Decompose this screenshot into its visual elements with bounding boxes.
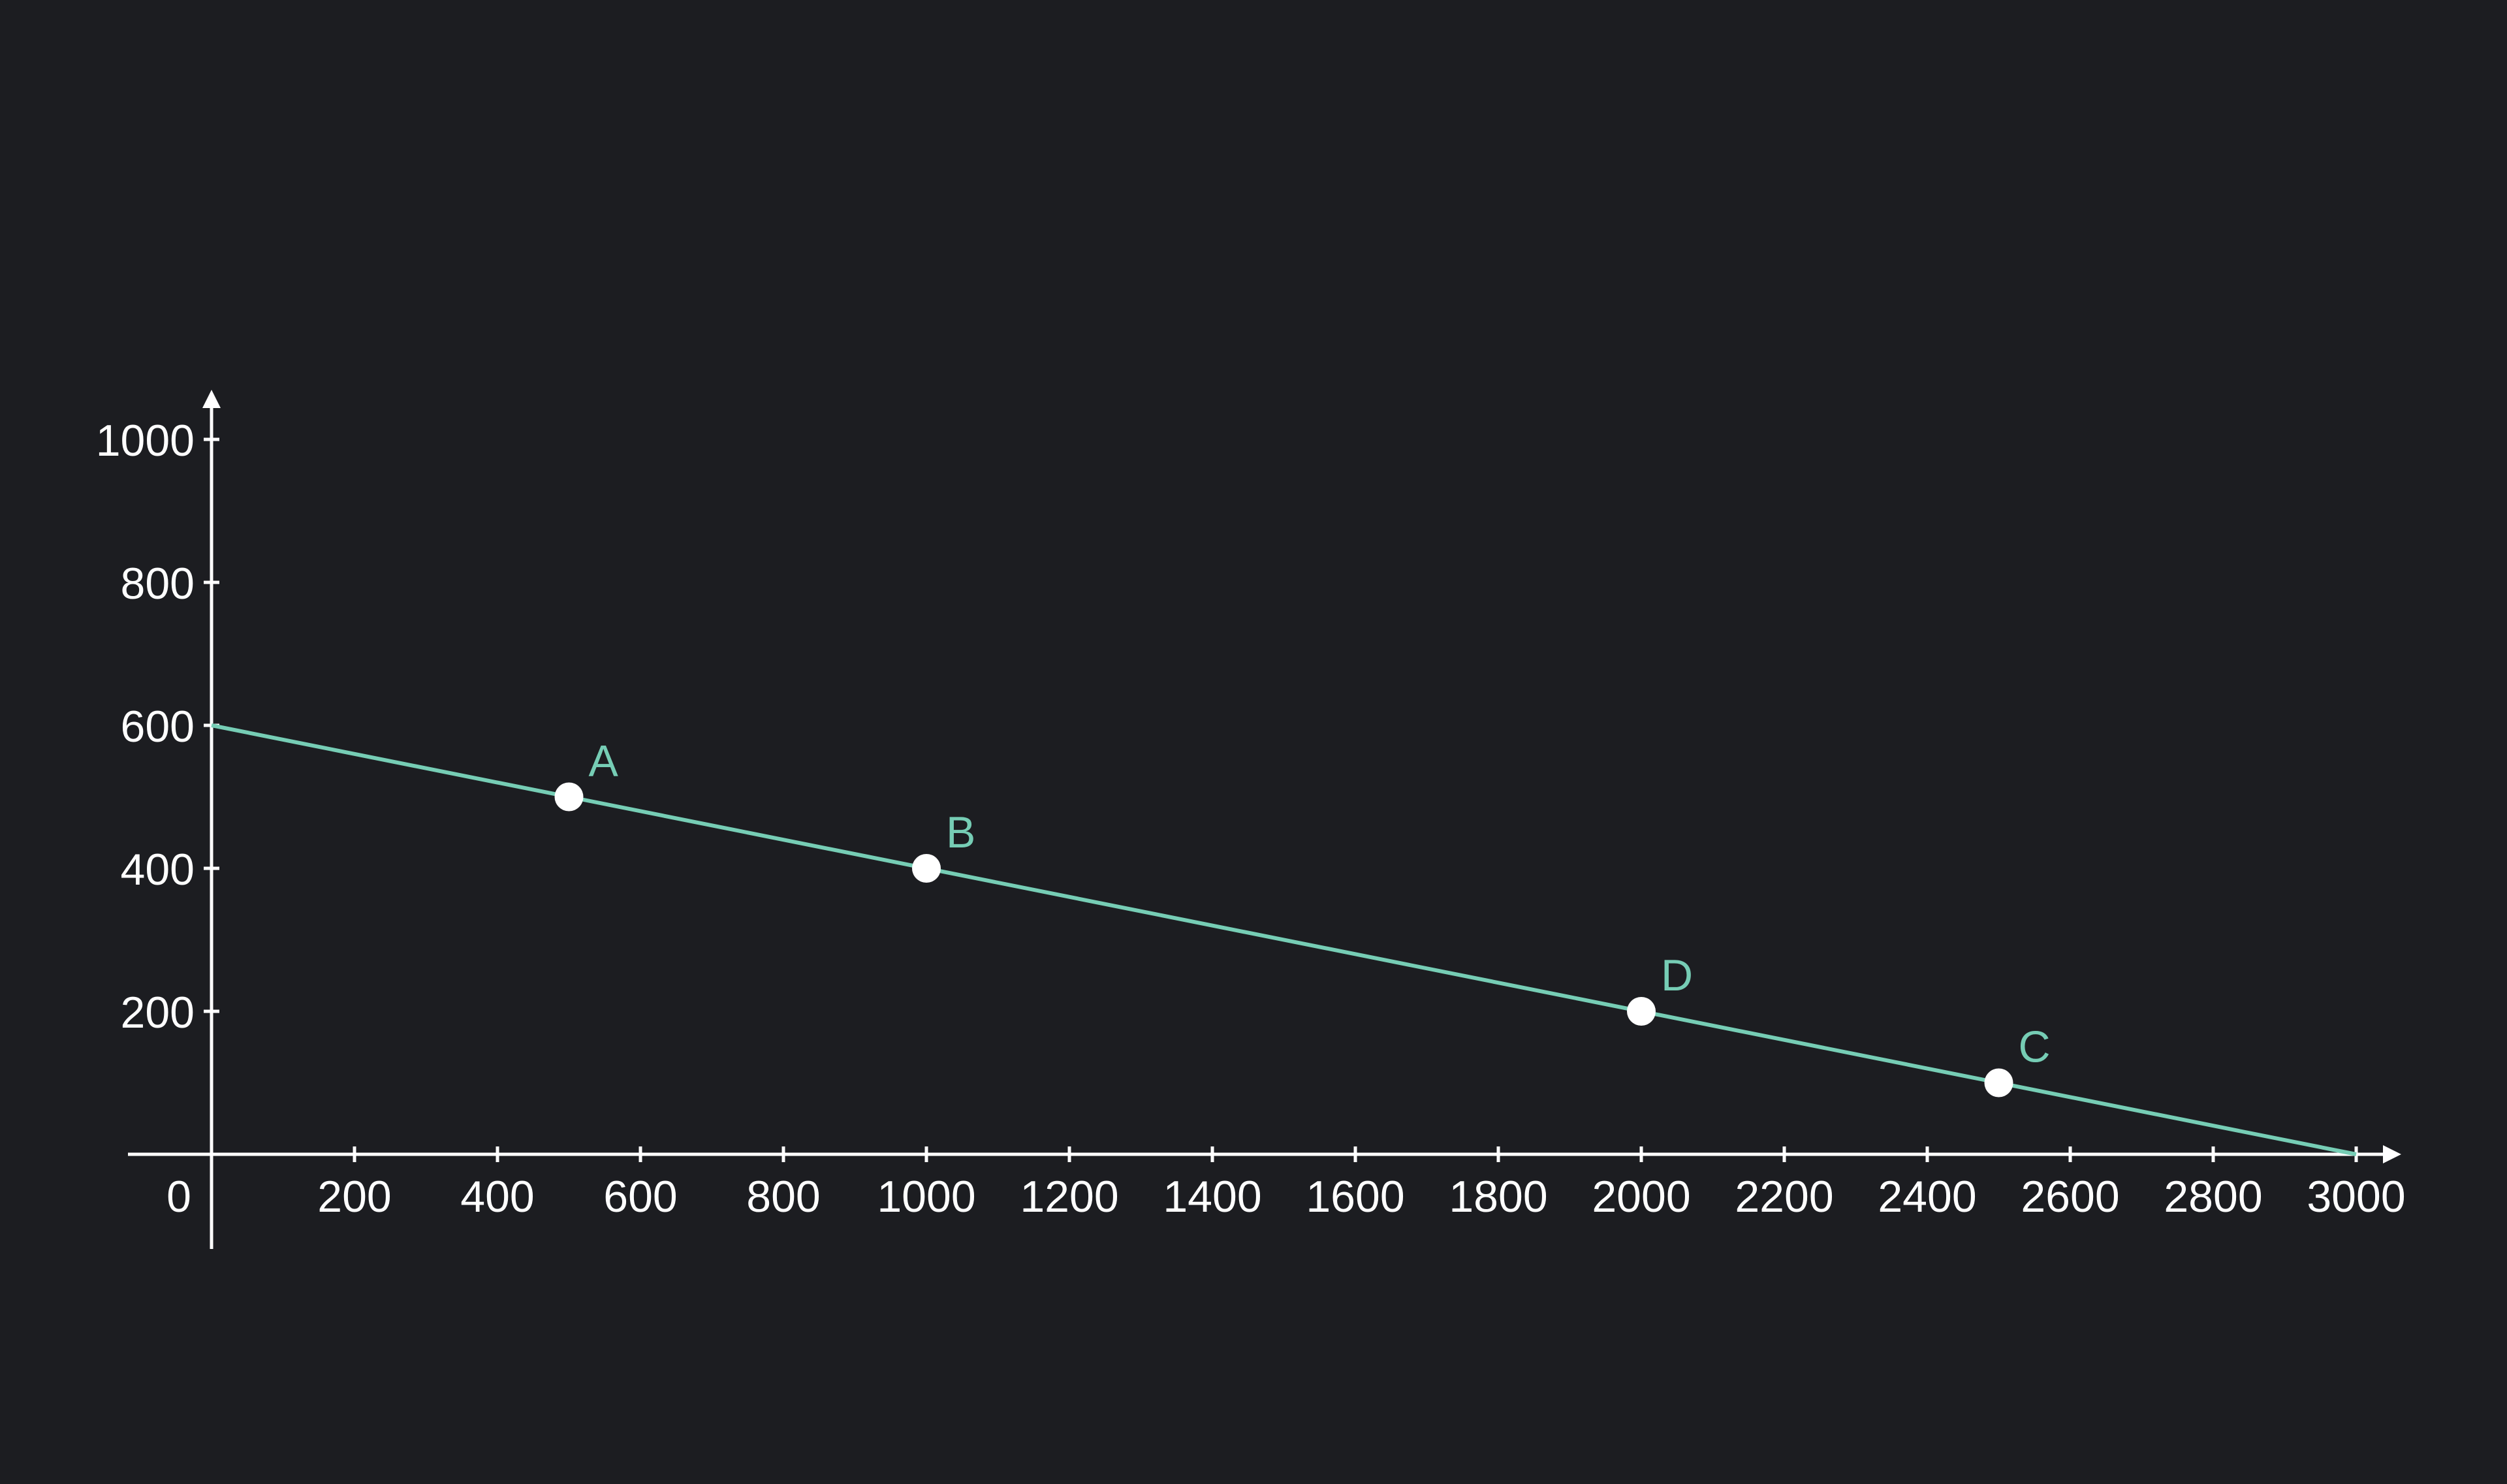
point-label-c: C [2019, 1022, 2051, 1072]
axes [128, 390, 2401, 1249]
x-tick-label: 2800 [2164, 1172, 2262, 1222]
x-tick-label: 800 [746, 1172, 820, 1222]
y-tick-label: 200 [121, 988, 195, 1037]
point-a [554, 782, 584, 812]
x-axis-arrow-icon [2383, 1145, 2401, 1163]
ticks: 0 200 400 600 800 1000 1200 1400 1600 1800 2000 220… [96, 416, 2406, 1222]
x-tick-label: 1400 [1163, 1172, 1261, 1222]
points: A B D C [554, 736, 2051, 1097]
y-tick-label: 400 [121, 845, 195, 894]
x-tick-label: 3000 [2307, 1172, 2405, 1222]
x-tick-label: 1800 [1449, 1172, 1547, 1222]
x-tick-label: 0 [166, 1172, 191, 1222]
point-label-b: B [946, 808, 975, 857]
x-tick-label: 2400 [1878, 1172, 1976, 1222]
point-label-d: D [1661, 951, 1693, 1000]
x-tick-label: 1600 [1306, 1172, 1404, 1222]
series [211, 723, 2357, 1156]
x-tick-label: 1200 [1020, 1172, 1118, 1222]
x-tick-label: 600 [603, 1172, 677, 1222]
x-tick-label: 2200 [1735, 1172, 1833, 1222]
x-tick-label: 2600 [2021, 1172, 2119, 1222]
point-c [1984, 1068, 2013, 1097]
y-tick-label: 1000 [96, 416, 195, 466]
point-d [1627, 997, 1656, 1026]
series-line [211, 723, 2357, 1156]
point-b [912, 854, 941, 883]
y-tick-label: 800 [121, 559, 195, 608]
y-tick-label: 600 [121, 702, 195, 751]
point-label-a: A [589, 736, 619, 786]
x-tick-label: 200 [317, 1172, 391, 1222]
x-tick-label: 1000 [877, 1172, 975, 1222]
y-axis-arrow-icon [202, 390, 221, 408]
x-tick-label: 2000 [1592, 1172, 1690, 1222]
x-tick-label: 400 [460, 1172, 534, 1222]
